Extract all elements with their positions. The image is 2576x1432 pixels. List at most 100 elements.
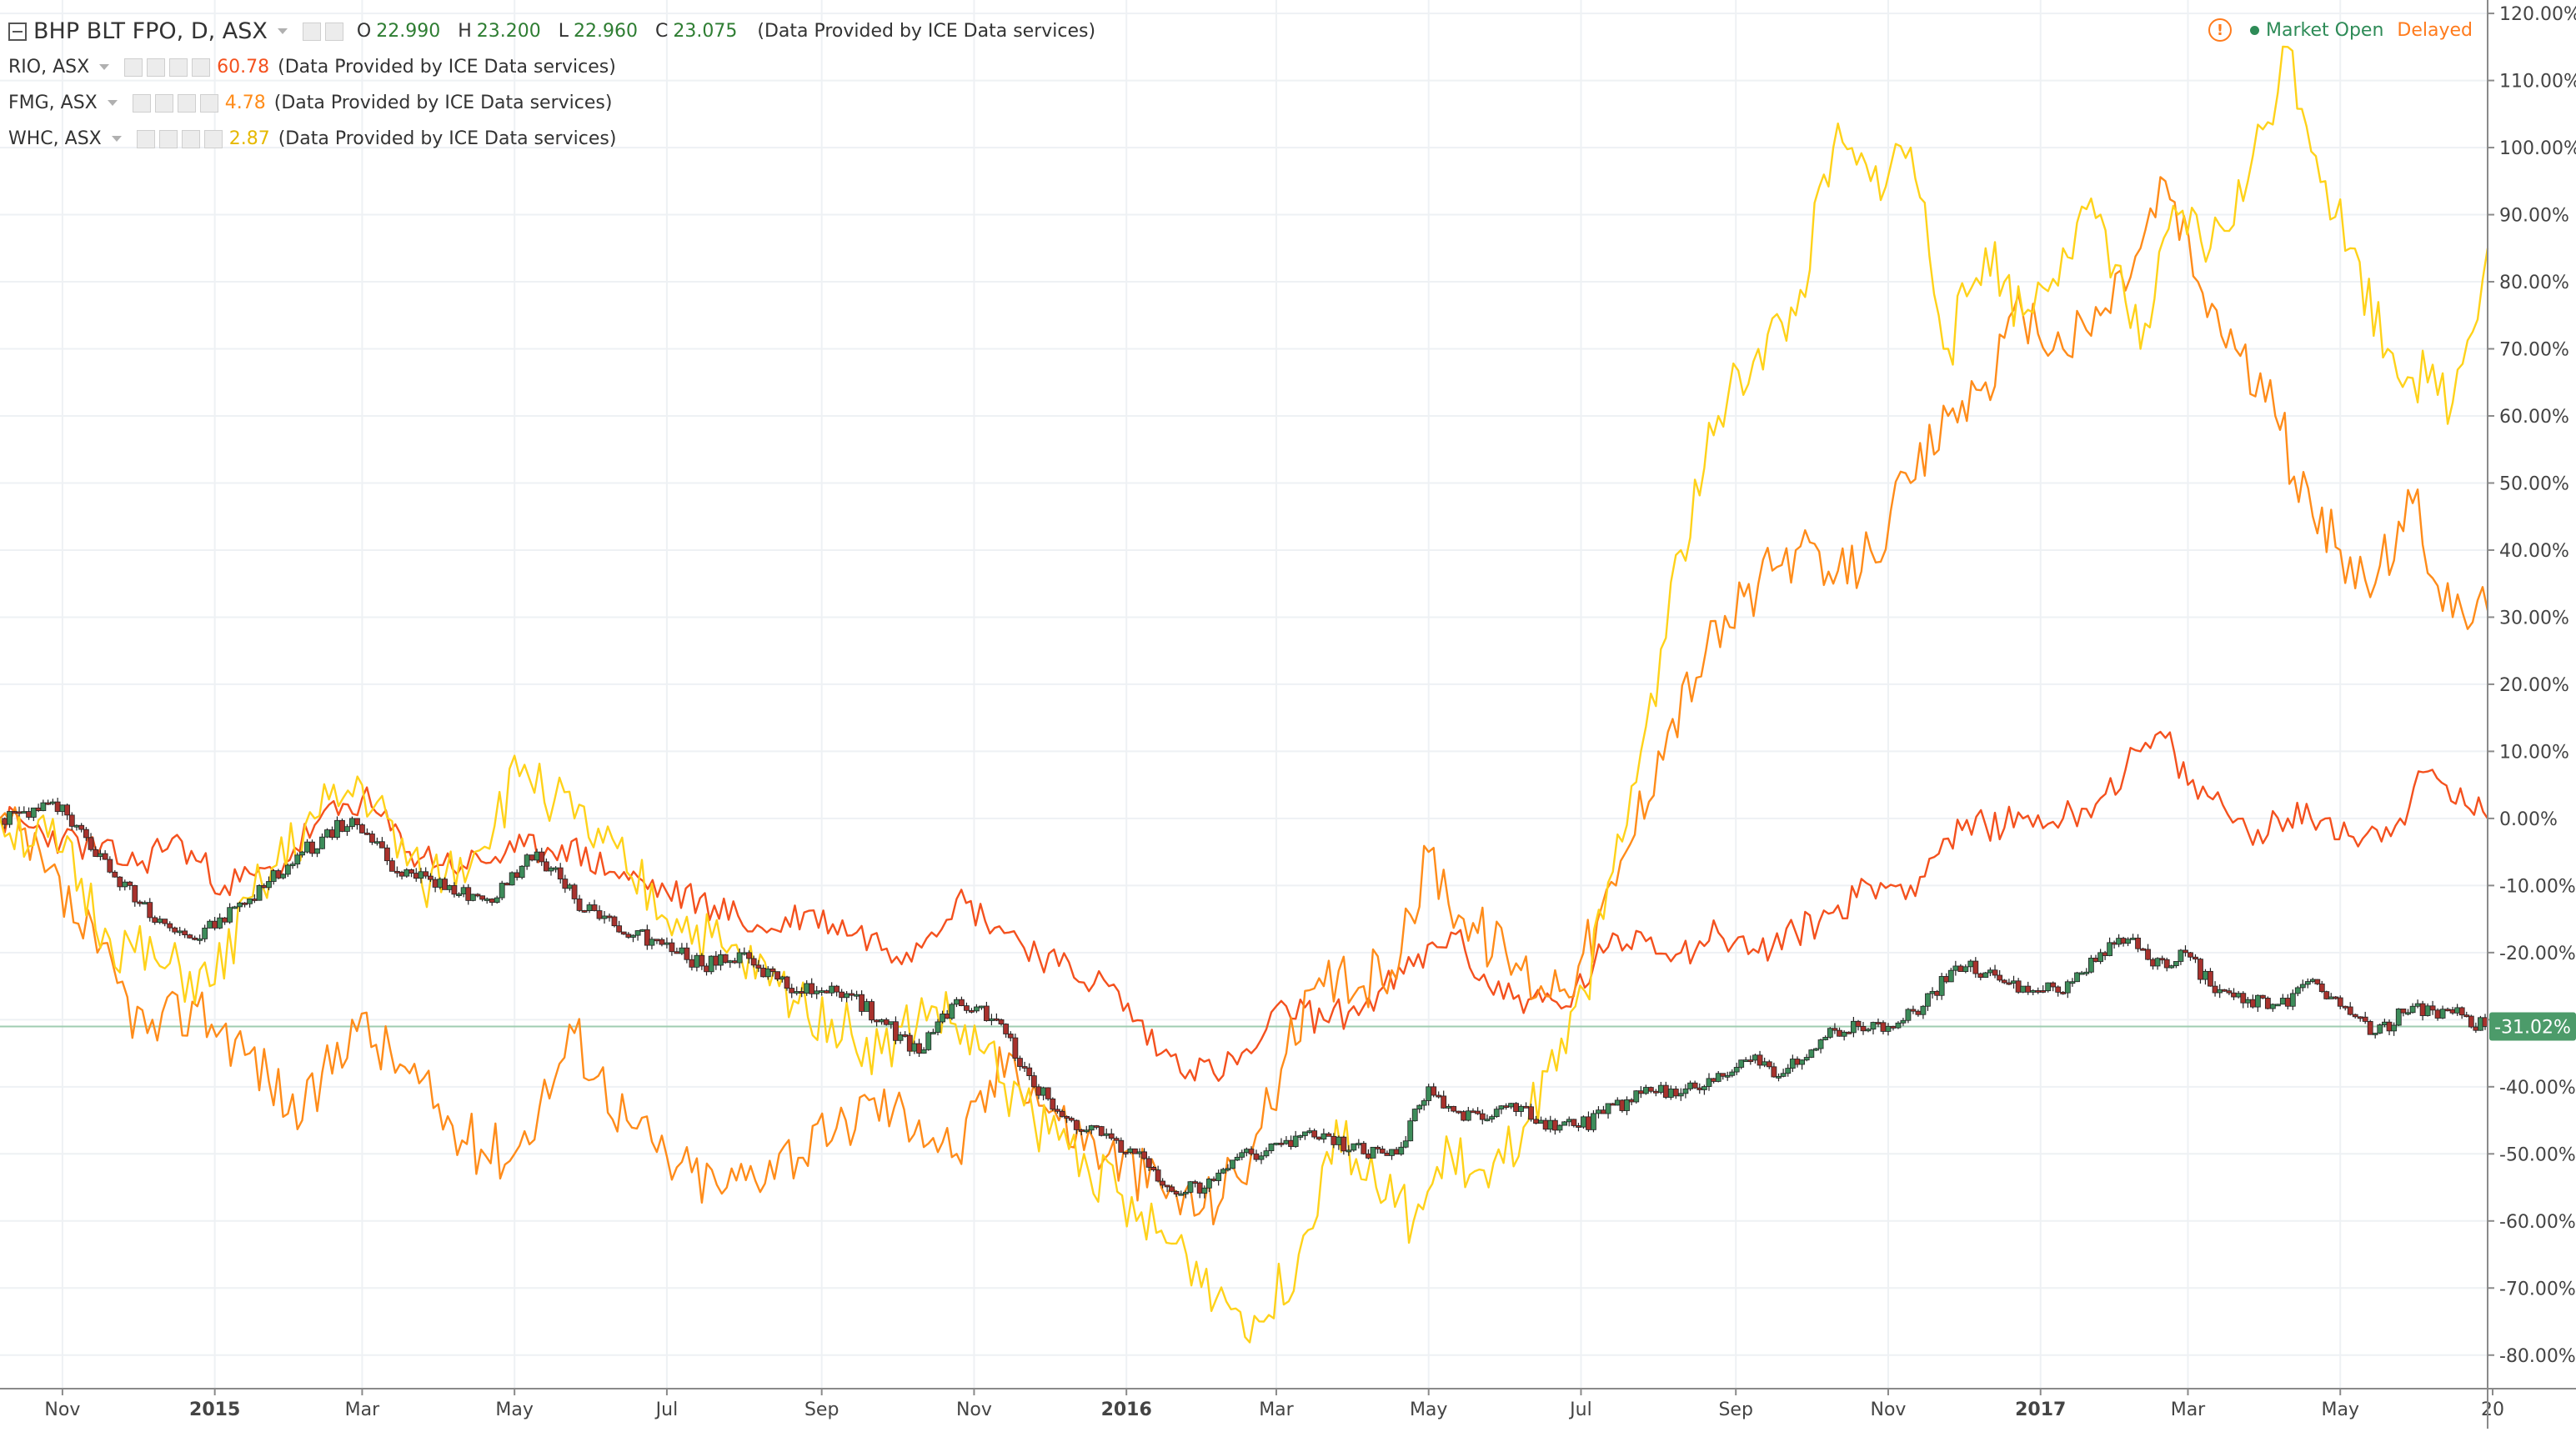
candle-body (824, 990, 830, 994)
candle-body (172, 927, 178, 933)
compare-title-rio[interactable]: RIO, ASX (8, 57, 90, 78)
candle-body (553, 867, 559, 870)
candle-body (1780, 1073, 1787, 1077)
candle-body (383, 847, 390, 862)
chevron-down-icon[interactable] (107, 100, 118, 106)
candle-body (40, 802, 47, 811)
candle-body (54, 801, 61, 813)
candle-body (659, 939, 665, 945)
eye-icon[interactable] (124, 58, 143, 77)
compare-title-fmg[interactable]: FMG, ASX (8, 93, 98, 113)
candle-body (2352, 1014, 2358, 1018)
close-icon[interactable] (192, 58, 211, 77)
candle-body (1987, 969, 1993, 974)
gear-icon[interactable] (324, 22, 343, 41)
candle-body (1182, 1191, 1189, 1194)
candle-body (1855, 1020, 1862, 1027)
candle-body (1982, 972, 1989, 978)
candle-body (442, 879, 448, 890)
eye-icon[interactable] (302, 22, 321, 41)
candle-body (122, 881, 128, 888)
candle-body (2045, 982, 2052, 992)
candle-body (581, 909, 588, 913)
candle-body (117, 876, 123, 888)
plus-icon[interactable] (177, 93, 196, 113)
candle-body (275, 870, 282, 879)
candle-body (1637, 1090, 1644, 1094)
candle-body (2405, 1012, 2411, 1015)
y-tick-label: 0.00% (2499, 809, 2558, 830)
candle-body (576, 899, 583, 911)
x-tick-label: Jul (1568, 1399, 1592, 1420)
candle-body (755, 964, 762, 969)
gear-icon[interactable] (147, 58, 166, 77)
y-tick-label: 50.00% (2499, 473, 2569, 494)
candle-body (1642, 1087, 1649, 1094)
gear-icon[interactable] (158, 129, 178, 148)
candle-body (930, 1032, 936, 1034)
candle-body (2240, 993, 2247, 1004)
candle-body (1178, 1193, 1185, 1196)
candle-body (1436, 1094, 1442, 1098)
candle-body (1489, 1116, 1496, 1120)
candle-body (2006, 982, 2012, 985)
candle-body (423, 871, 429, 877)
candle-body (2244, 999, 2251, 1004)
ohlc-low-label: L (558, 21, 569, 42)
candle-body (949, 1004, 955, 1019)
plus-icon[interactable] (181, 129, 200, 148)
candle-body (1127, 1148, 1134, 1153)
exclamation-circle-icon[interactable]: ! (2208, 18, 2233, 42)
eye-icon[interactable] (132, 93, 151, 113)
candle-body (78, 824, 85, 830)
candle-body (427, 875, 434, 880)
candle-body (1757, 1054, 1763, 1066)
gear-icon[interactable] (154, 93, 173, 113)
candle-body (674, 951, 680, 954)
candle-body (543, 861, 549, 872)
candle-body (2217, 989, 2223, 994)
candle-body (1542, 1119, 1549, 1130)
eye-icon[interactable] (136, 129, 155, 148)
chevron-down-icon[interactable] (99, 64, 110, 70)
close-icon[interactable] (199, 93, 218, 113)
candle-body (1997, 974, 2003, 981)
main-symbol-title[interactable]: BHP BLT FPO, D, ASX (33, 18, 268, 44)
candle-body (1292, 1135, 1299, 1147)
candle-body (1624, 1099, 1630, 1111)
candle-body (883, 1019, 890, 1025)
candle-body (1652, 1090, 1659, 1094)
candle-body (1943, 976, 1950, 983)
candle-body (1196, 1182, 1203, 1194)
y-tick-label: 100.00% (2499, 138, 2576, 159)
candle-body (1366, 1153, 1371, 1159)
candle-body (1910, 1009, 1917, 1012)
candle-body (984, 1005, 990, 1021)
chevron-down-icon[interactable] (111, 136, 122, 142)
ohlc-open-value: 22.990 (376, 21, 441, 42)
chevron-down-icon[interactable] (277, 28, 288, 34)
candle-body (1900, 1019, 1907, 1024)
candle-body (1045, 1087, 1051, 1099)
candle-body (2087, 958, 2094, 973)
candle-body (1715, 1073, 1722, 1082)
candle-body (1837, 1029, 1842, 1037)
collapse-legend-button[interactable] (8, 22, 27, 41)
candle-body (2154, 958, 2161, 967)
candle-body (1528, 1106, 1534, 1120)
candle-body (1160, 1180, 1166, 1186)
close-icon[interactable] (203, 129, 223, 148)
candle-body (524, 854, 530, 867)
candle-body (2249, 999, 2256, 1008)
y-tick-label: 110.00% (2499, 72, 2576, 93)
candle-body (1508, 1103, 1514, 1108)
plus-icon[interactable] (169, 58, 188, 77)
candle-body (2168, 965, 2175, 969)
candle-body (2188, 952, 2193, 958)
compare-title-whc[interactable]: WHC, ASX (8, 128, 102, 149)
candle-body (2069, 981, 2076, 984)
candle-body (727, 960, 734, 964)
candle-body (625, 934, 632, 938)
